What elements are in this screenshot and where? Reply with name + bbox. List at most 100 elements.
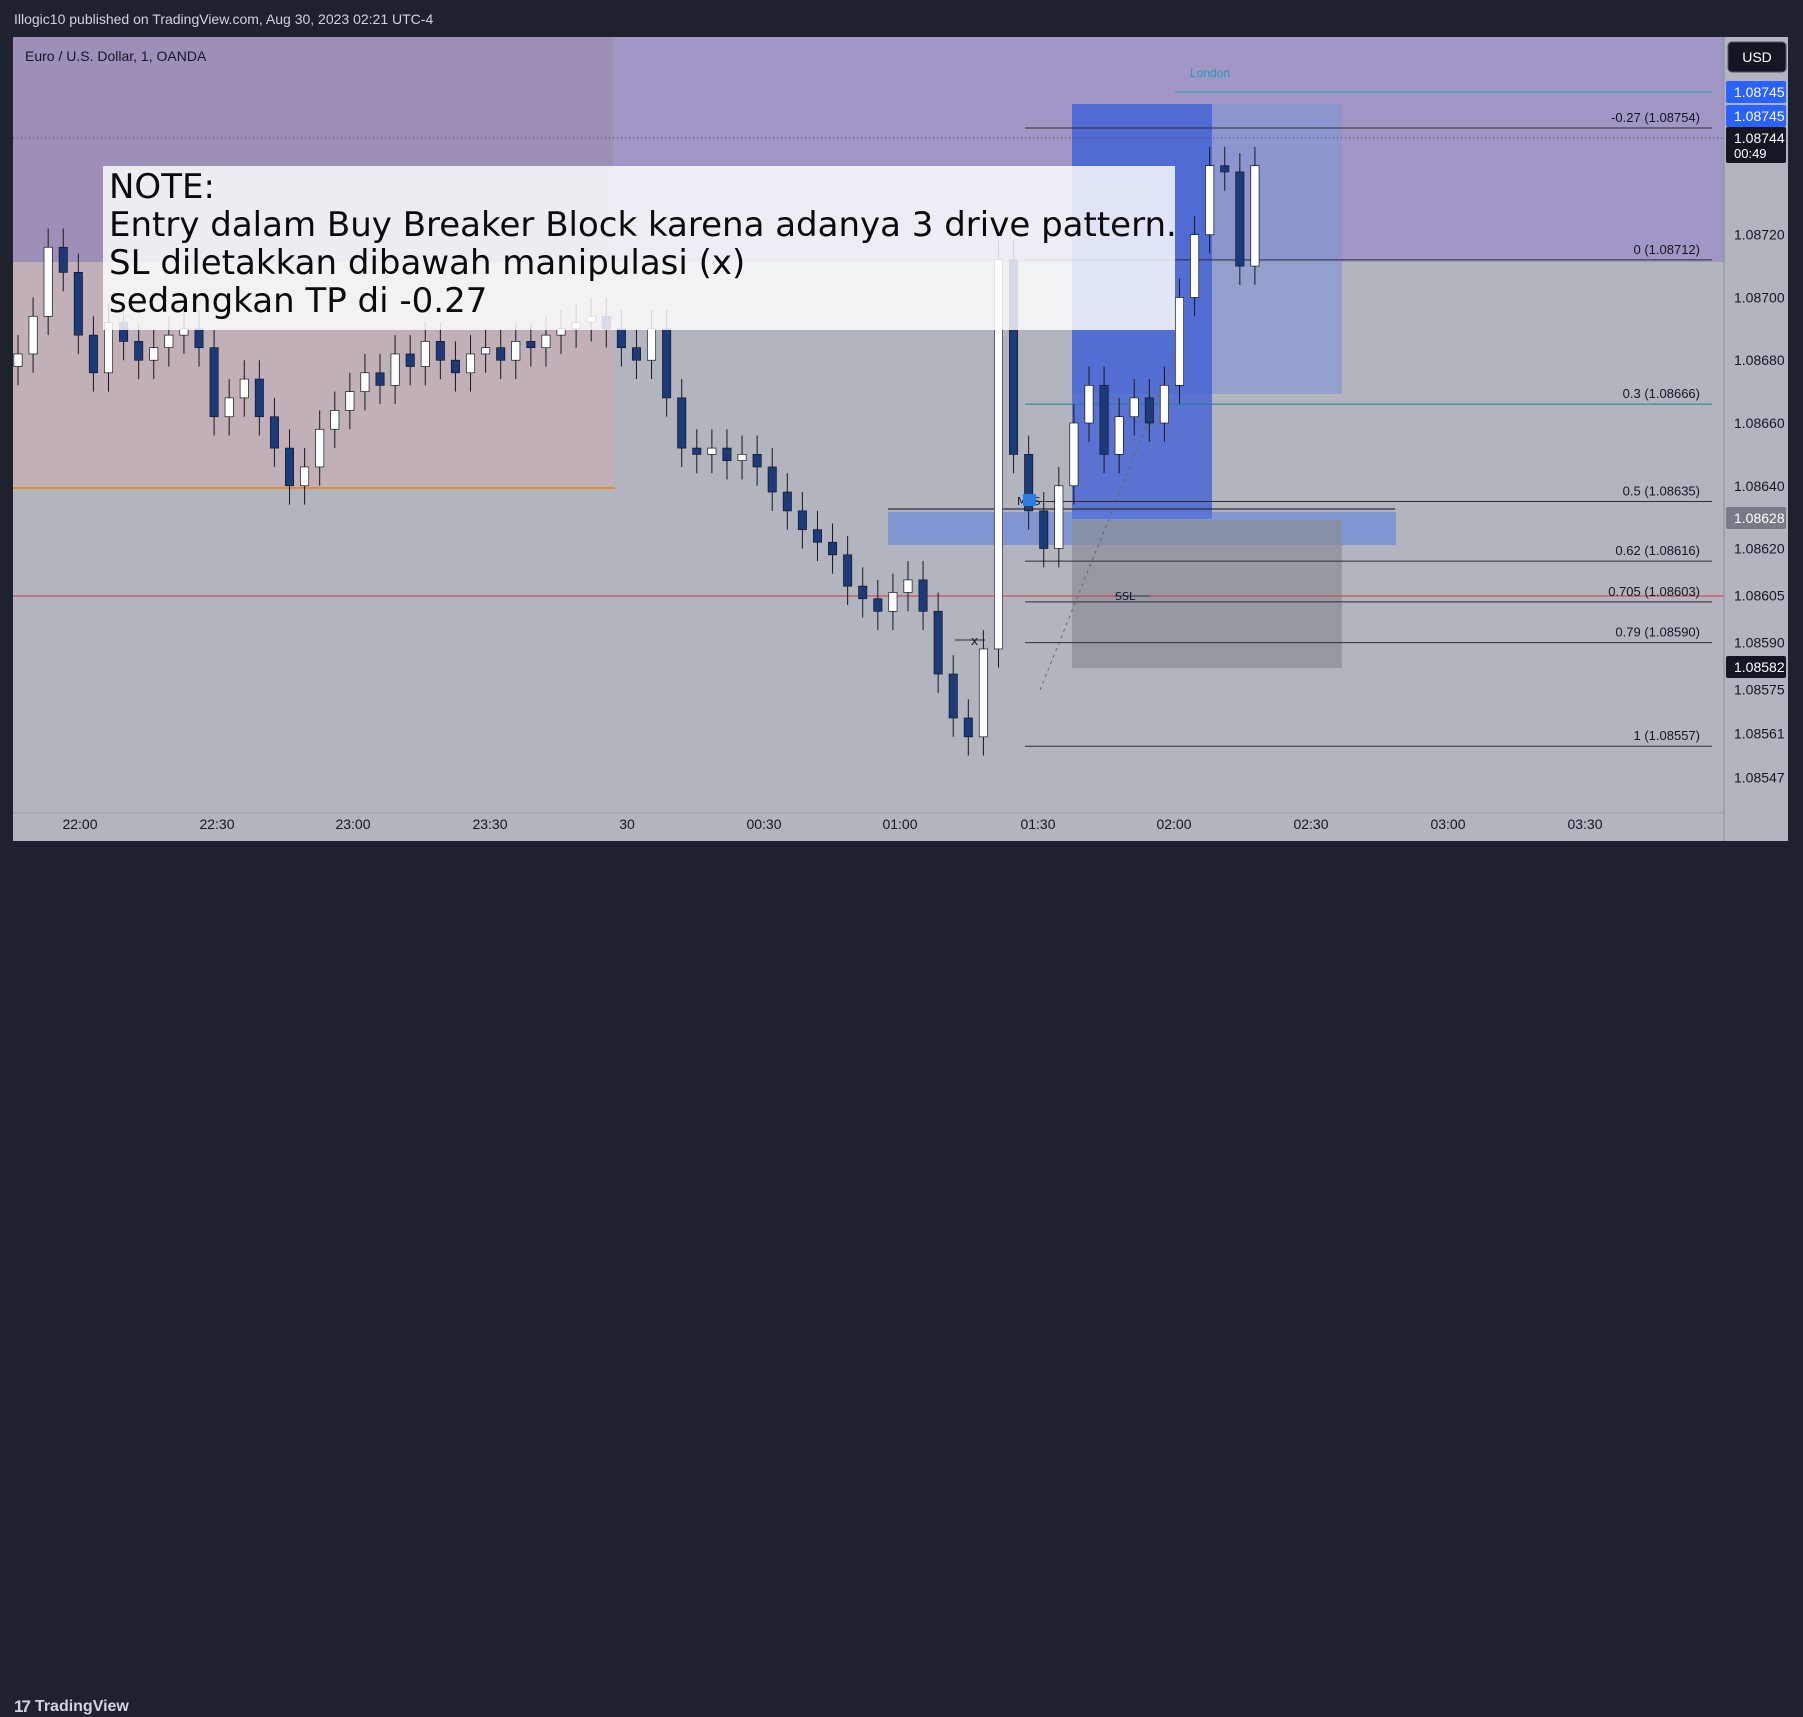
candle-body	[1114, 416, 1124, 455]
fib-label-7: 1 (1.08557)	[1634, 728, 1701, 743]
london-session-label: London	[1190, 66, 1230, 80]
candle-body	[707, 447, 717, 455]
candle-body	[390, 353, 400, 386]
note-line-1: Entry dalam Buy Breaker Block karena ada…	[109, 205, 1177, 245]
candle-body	[1220, 165, 1230, 173]
candle-body	[692, 447, 702, 455]
publish-info: Illogic10 published on TradingView.com, …	[14, 11, 434, 27]
candle-body	[1235, 171, 1245, 267]
fib-label-5: 0.705 (1.08603)	[1608, 584, 1700, 599]
x-marker-label: x	[971, 634, 978, 648]
y-tick-7: 1.08660	[1734, 415, 1785, 431]
candle-body	[285, 447, 295, 487]
stop-zone	[1072, 520, 1342, 668]
candle-body	[435, 341, 445, 361]
price-tag-countdown: 00:49	[1734, 146, 1767, 161]
tradingview-mark-icon: 17	[14, 1697, 31, 1716]
y-tick-4: 1.08605	[1734, 588, 1785, 604]
candle-body	[1084, 384, 1094, 424]
candle-body	[88, 334, 98, 374]
price-tag-1	[1726, 105, 1786, 127]
x-tick-3: 23:30	[472, 816, 507, 832]
currency-button[interactable]	[1727, 41, 1787, 73]
price-axis[interactable]	[1724, 37, 1788, 841]
candle-body	[420, 341, 430, 367]
price-tag-text-3: 1.08628	[1734, 510, 1785, 526]
candle-body	[933, 610, 943, 675]
note-line-3: sedangkan TP di -0.27	[109, 281, 487, 321]
fib-label-1: 0 (1.08712)	[1634, 242, 1701, 257]
candle-body	[1099, 384, 1109, 455]
candle-body	[843, 554, 853, 587]
symbol-label: Euro / U.S. Dollar, 1, OANDA	[25, 48, 207, 64]
candle-body	[164, 334, 174, 349]
y-tick-2: 1.08575	[1734, 682, 1785, 698]
candle-body	[481, 347, 491, 355]
price-tag-text-4: 1.08582	[1734, 659, 1785, 675]
candle-body	[496, 347, 506, 361]
candle-body	[918, 579, 928, 612]
price-chart[interactable]: -0.27 (1.08754) 0 (1.08712) 0.3 (1.08666) 0…	[0, 0, 1803, 888]
candle-body	[662, 328, 672, 399]
candle-body	[466, 353, 476, 374]
candle-body	[828, 541, 838, 556]
footer-bar: 17 TradingView	[0, 841, 1803, 1716]
x-tick-5: 00:30	[746, 816, 781, 832]
candle-body	[963, 717, 973, 738]
candle-body	[43, 246, 53, 317]
candle-body	[300, 466, 310, 487]
candle-body	[541, 334, 551, 349]
candle-body	[1069, 422, 1079, 487]
candle-body	[752, 454, 762, 468]
candle-body	[1054, 485, 1064, 549]
candle-body	[1129, 397, 1139, 418]
candle-body	[1250, 165, 1260, 267]
y-tick-5: 1.08620	[1734, 541, 1785, 557]
candle-body	[149, 347, 159, 361]
candle-body	[631, 347, 641, 361]
candle-body	[767, 466, 777, 493]
candle-body	[812, 529, 822, 543]
x-tick-10: 03:00	[1430, 816, 1465, 832]
tradingview-brand-text: TradingView	[34, 1698, 129, 1715]
publish-header: Illogic10 published on TradingView.com, …	[0, 0, 1803, 38]
candle-body	[239, 378, 249, 399]
candle-body	[722, 447, 732, 462]
x-tick-11: 03:30	[1567, 816, 1602, 832]
candle-body	[315, 428, 325, 468]
candle-body	[209, 347, 219, 418]
fib-label-2: 0.3 (1.08666)	[1623, 386, 1700, 401]
candle-body	[104, 322, 114, 374]
candle-body	[1144, 397, 1154, 424]
y-tick-0: 1.08547	[1734, 770, 1785, 786]
candle-body	[360, 372, 370, 392]
fib-label-3: 0.5 (1.08635)	[1623, 483, 1700, 498]
candle-body	[73, 272, 83, 336]
x-tick-8: 02:00	[1156, 816, 1191, 832]
price-tag-3	[1726, 507, 1786, 529]
mss-flag-icon	[1023, 494, 1036, 506]
x-tick-9: 02:30	[1293, 816, 1328, 832]
candle-body	[858, 585, 868, 600]
y-tick-6: 1.08640	[1734, 478, 1785, 494]
note-line-0: NOTE:	[109, 167, 215, 207]
x-tick-1: 22:30	[199, 816, 234, 832]
candle-body	[254, 378, 264, 418]
candle-body	[873, 598, 883, 612]
ssl-label: SSL	[1115, 590, 1136, 603]
y-tick-10: 1.08720	[1734, 227, 1785, 243]
candle-body	[677, 397, 687, 449]
candle-body	[28, 315, 38, 355]
x-tick-7: 01:30	[1020, 816, 1055, 832]
x-tick-0: 22:00	[62, 816, 97, 832]
candle-body	[1039, 510, 1049, 549]
x-tick-2: 23:00	[335, 816, 370, 832]
note-box	[103, 166, 1175, 330]
candle-body	[375, 372, 385, 386]
x-tick-6: 01:00	[882, 816, 917, 832]
price-tag-0	[1726, 81, 1786, 103]
fib-label-6: 0.79 (1.08590)	[1615, 625, 1700, 640]
price-tag-4	[1726, 656, 1786, 678]
candle-body	[330, 410, 340, 430]
tradingview-logo[interactable]: 17 TradingView	[14, 1697, 129, 1717]
